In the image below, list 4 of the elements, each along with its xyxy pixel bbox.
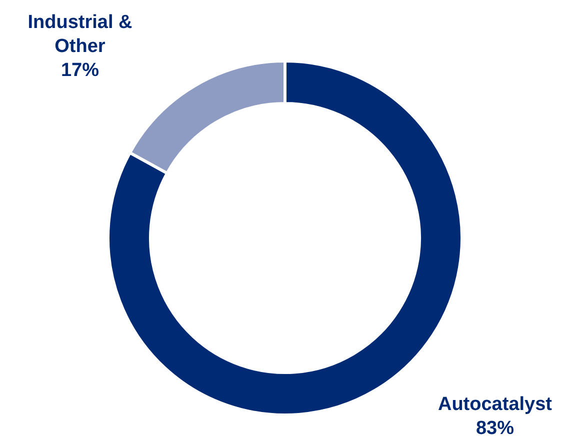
data-label: 83%	[476, 418, 514, 439]
slice-label: Autocatalyst	[438, 394, 553, 415]
data-label: 17%	[60, 60, 100, 81]
slice-label: Industrial & Other	[28, 12, 133, 57]
